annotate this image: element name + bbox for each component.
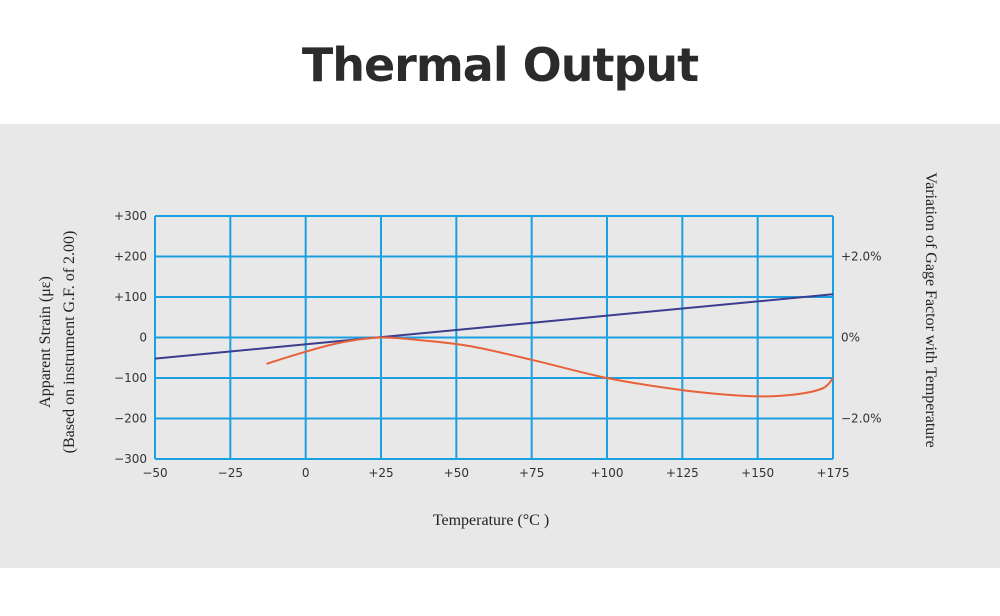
chart-ticks: −50 −25 0 +25 +50 +75 +100 +125 +150 +175 +300 +200… [114, 209, 882, 480]
y-tick-label: +200 [114, 250, 147, 264]
chart-series [154, 293, 834, 398]
x-axis-title: Temperature (°C ) [433, 512, 549, 529]
x-tick-label: +175 [817, 466, 850, 480]
page-title: Thermal Output [301, 38, 699, 92]
y-tick-label: −100 [114, 371, 147, 385]
y-tick-label: +100 [114, 290, 147, 304]
y2-tick-label: −2.0% [841, 412, 882, 426]
x-tick-label: −25 [218, 466, 243, 480]
y2-tick-label: 0% [841, 331, 860, 345]
thermal-output-chart: −50 −25 0 +25 +50 +75 +100 +125 +150 +175 +300 +200… [37, 172, 939, 529]
x-tick-label: +75 [519, 466, 544, 480]
x-tick-label: +25 [368, 466, 393, 480]
x-tick-label: −50 [142, 466, 167, 480]
gage-factor-variation-line [154, 293, 834, 360]
x-tick-label: +150 [741, 466, 774, 480]
x-tick-label: +50 [444, 466, 469, 480]
chart-grid [154, 215, 834, 460]
y-axis-subtitle: (Based on instrument G.F. of 2.00) [61, 231, 78, 454]
y-tick-label: +300 [114, 209, 147, 223]
y-tick-label: 0 [139, 331, 147, 345]
y2-tick-label: +2.0% [841, 250, 882, 264]
y-axis-title: Apparent Strain (μɛ) [37, 276, 54, 408]
x-tick-label: +100 [591, 466, 624, 480]
y2-axis-title: Variation of Gage Factor with Temperatur… [922, 172, 939, 447]
x-tick-label: 0 [302, 466, 310, 480]
y-tick-label: −300 [114, 452, 147, 466]
chart-panel: −50 −25 0 +25 +50 +75 +100 +125 +150 +175 +300 +200… [0, 124, 1000, 568]
y-tick-label: −200 [114, 412, 147, 426]
apparent-strain-curve [266, 336, 834, 398]
x-tick-label: +125 [666, 466, 699, 480]
